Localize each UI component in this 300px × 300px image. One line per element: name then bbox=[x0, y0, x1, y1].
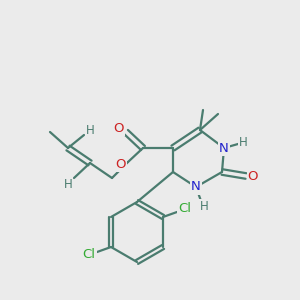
Text: Cl: Cl bbox=[82, 248, 95, 262]
Text: H: H bbox=[200, 200, 208, 212]
Text: N: N bbox=[191, 181, 201, 194]
Text: H: H bbox=[85, 124, 94, 137]
Text: Cl: Cl bbox=[178, 202, 191, 215]
Text: O: O bbox=[248, 169, 258, 182]
Text: H: H bbox=[238, 136, 247, 149]
Text: O: O bbox=[116, 158, 126, 170]
Text: H: H bbox=[64, 178, 72, 190]
Text: O: O bbox=[114, 122, 124, 134]
Text: N: N bbox=[219, 142, 229, 154]
